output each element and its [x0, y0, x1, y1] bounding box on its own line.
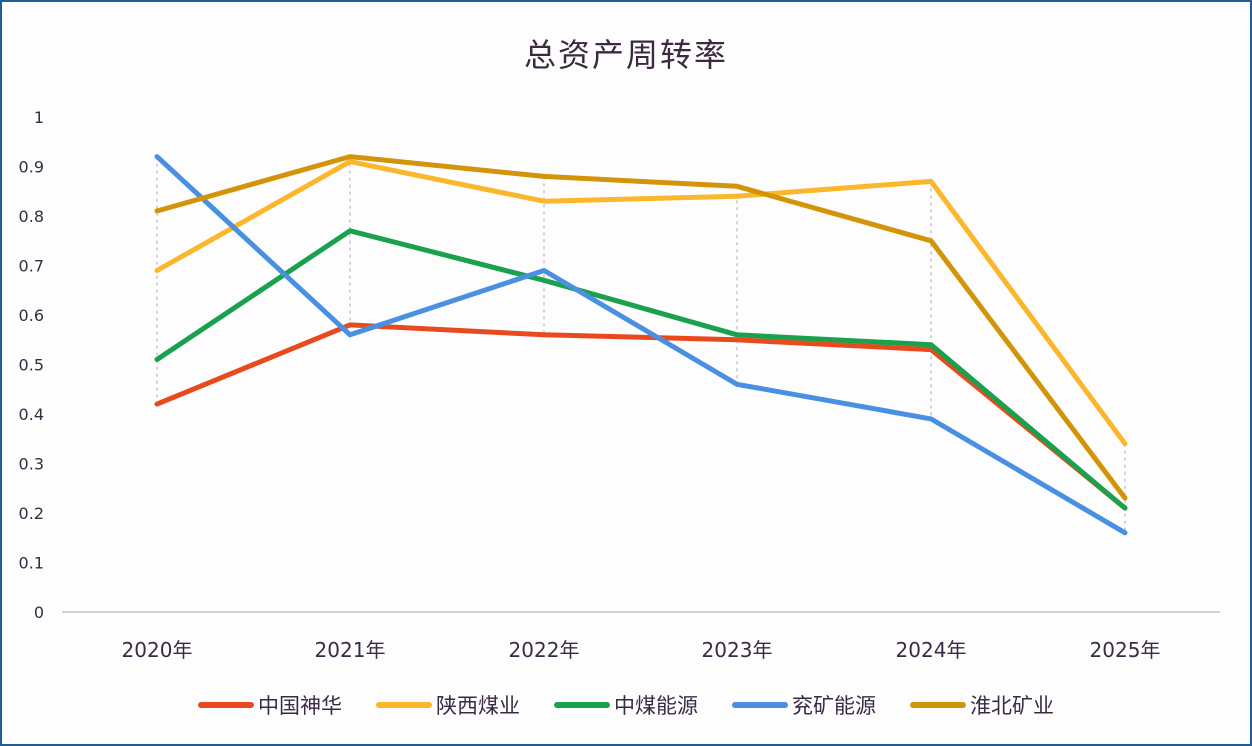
y-tick-label: 0.3 [19, 455, 44, 474]
y-tick-label: 0.5 [19, 356, 44, 375]
y-tick-label: 0.8 [19, 207, 44, 226]
legend-swatch-icon [376, 702, 432, 708]
legend-label: 淮北矿业 [970, 694, 1054, 718]
legend-label: 中国神华 [258, 694, 342, 718]
legend-label: 兖矿能源 [792, 694, 876, 718]
x-tick-label: 2023年 [702, 638, 773, 662]
legend-swatch-icon [554, 702, 610, 708]
y-tick-label: 0.7 [19, 257, 44, 276]
y-axis-ticks: 0 0.1 0.2 0.3 0.4 0.5 0.6 0.7 0.8 0.9 1 [19, 108, 44, 622]
y-tick-label: 0 [34, 603, 44, 622]
legend: 中国神华 陕西煤业 中煤能源 兖矿能源 淮北矿业 [0, 690, 1252, 720]
y-tick-label: 1 [34, 108, 44, 127]
y-tick-label: 0.2 [19, 504, 44, 523]
x-tick-label: 2021年 [315, 638, 386, 662]
x-tick-label: 2020年 [122, 638, 193, 662]
legend-item[interactable]: 中国神华 [198, 690, 342, 720]
y-tick-label: 0.6 [19, 306, 44, 325]
legend-item[interactable]: 陕西煤业 [376, 690, 520, 720]
series-line [154, 228, 1128, 511]
x-tick-label: 2025年 [1090, 638, 1161, 662]
series-line [154, 154, 1128, 501]
y-tick-label: 0.4 [19, 405, 44, 424]
y-tick-label: 0.1 [19, 554, 44, 573]
series-lines [154, 154, 1128, 536]
legend-item[interactable]: 兖矿能源 [732, 690, 876, 720]
legend-label: 陕西煤业 [436, 694, 520, 718]
series-line [154, 154, 1128, 536]
legend-item[interactable]: 中煤能源 [554, 690, 698, 720]
legend-swatch-icon [732, 702, 788, 708]
legend-swatch-icon [910, 702, 966, 708]
legend-swatch-icon [198, 702, 254, 708]
legend-item[interactable]: 淮北矿业 [910, 690, 1054, 720]
chart-title: 总资产周转率 [523, 36, 728, 74]
x-tick-label: 2024年 [896, 638, 967, 662]
series-line [154, 322, 1128, 511]
drop-lines [156, 156, 1126, 533]
y-tick-label: 0.9 [19, 158, 44, 177]
x-tick-label: 2022年 [509, 638, 580, 662]
x-axis-ticks: 2020年 2021年 2022年 2023年 2024年 2025年 [122, 638, 1161, 662]
legend-label: 中煤能源 [614, 694, 698, 718]
series-line [154, 159, 1128, 447]
